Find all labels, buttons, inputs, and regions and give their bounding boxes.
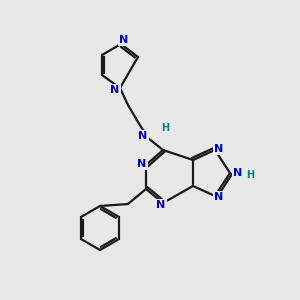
Text: N: N [137, 159, 147, 169]
Text: N: N [119, 35, 129, 45]
Text: N: N [156, 200, 166, 210]
Text: N: N [214, 144, 224, 154]
Text: H: H [161, 123, 169, 133]
Text: N: N [233, 168, 243, 178]
Text: N: N [138, 131, 148, 141]
Text: N: N [110, 85, 120, 95]
Text: H: H [246, 170, 254, 180]
Text: N: N [214, 192, 224, 202]
